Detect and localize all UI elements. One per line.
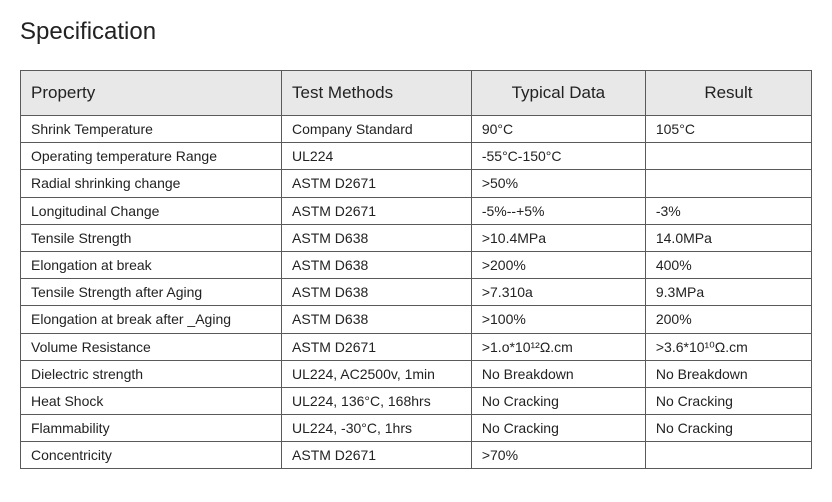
cell-typical: >70% xyxy=(471,442,645,469)
col-methods: Test Methods xyxy=(282,71,472,116)
cell-property: Tensile Strength xyxy=(21,224,282,251)
cell-typical: >1.o*10¹²Ω.cm xyxy=(471,333,645,360)
cell-property: Heat Shock xyxy=(21,387,282,414)
cell-method: ASTM D638 xyxy=(282,251,472,278)
cell-method: ASTM D2671 xyxy=(282,170,472,197)
cell-typical: No Breakdown xyxy=(471,360,645,387)
cell-result: -3% xyxy=(645,197,811,224)
table-row: Tensile Strength after AgingASTM D638>7.… xyxy=(21,279,812,306)
cell-method: ASTM D638 xyxy=(282,224,472,251)
table-row: Volume ResistanceASTM D2671>1.o*10¹²Ω.cm… xyxy=(21,333,812,360)
cell-typical: >50% xyxy=(471,170,645,197)
cell-property: Operating temperature Range xyxy=(21,143,282,170)
cell-typical: >100% xyxy=(471,306,645,333)
cell-method: UL224, 136°C, 168hrs xyxy=(282,387,472,414)
cell-result: 14.0MPa xyxy=(645,224,811,251)
cell-property: Radial shrinking change xyxy=(21,170,282,197)
table-row: ConcentricityASTM D2671>70% xyxy=(21,442,812,469)
cell-method: UL224, AC2500v, 1min xyxy=(282,360,472,387)
cell-result: No Breakdown xyxy=(645,360,811,387)
table-row: FlammabilityUL224, -30°C, 1hrsNo Crackin… xyxy=(21,415,812,442)
cell-result: No Cracking xyxy=(645,415,811,442)
col-result: Result xyxy=(645,71,811,116)
cell-method: ASTM D638 xyxy=(282,279,472,306)
cell-result: 9.3MPa xyxy=(645,279,811,306)
cell-method: ASTM D2671 xyxy=(282,333,472,360)
cell-method: UL224, -30°C, 1hrs xyxy=(282,415,472,442)
cell-typical: No Cracking xyxy=(471,387,645,414)
table-row: Shrink TemperatureCompany Standard90°C10… xyxy=(21,116,812,143)
cell-result xyxy=(645,170,811,197)
cell-method: Company Standard xyxy=(282,116,472,143)
table-header-row: Property Test Methods Typical Data Resul… xyxy=(21,71,812,116)
table-row: Longitudinal ChangeASTM D2671-5%--+5%-3% xyxy=(21,197,812,224)
col-property: Property xyxy=(21,71,282,116)
cell-typical: >10.4MPa xyxy=(471,224,645,251)
cell-method: UL224 xyxy=(282,143,472,170)
cell-result: 200% xyxy=(645,306,811,333)
cell-property: Concentricity xyxy=(21,442,282,469)
cell-typical: >7.310a xyxy=(471,279,645,306)
table-row: Tensile StrengthASTM D638>10.4MPa14.0MPa xyxy=(21,224,812,251)
cell-property: Elongation at break xyxy=(21,251,282,278)
table-row: Operating temperature RangeUL224-55°C-15… xyxy=(21,143,812,170)
table-row: Heat ShockUL224, 136°C, 168hrsNo Crackin… xyxy=(21,387,812,414)
cell-method: ASTM D638 xyxy=(282,306,472,333)
cell-property: Tensile Strength after Aging xyxy=(21,279,282,306)
table-row: Radial shrinking changeASTM D2671>50% xyxy=(21,170,812,197)
cell-typical: >200% xyxy=(471,251,645,278)
cell-typical: No Cracking xyxy=(471,415,645,442)
cell-property: Longitudinal Change xyxy=(21,197,282,224)
cell-result: >3.6*10¹⁰Ω.cm xyxy=(645,333,811,360)
cell-method: ASTM D2671 xyxy=(282,442,472,469)
cell-property: Elongation at break after _Aging xyxy=(21,306,282,333)
specification-table: Property Test Methods Typical Data Resul… xyxy=(20,70,812,469)
cell-result xyxy=(645,442,811,469)
cell-property: Volume Resistance xyxy=(21,333,282,360)
cell-result: No Cracking xyxy=(645,387,811,414)
col-typical: Typical Data xyxy=(471,71,645,116)
cell-result: 400% xyxy=(645,251,811,278)
page-title: Specification xyxy=(20,18,812,46)
table-row: Elongation at breakASTM D638>200%400% xyxy=(21,251,812,278)
table-row: Dielectric strengthUL224, AC2500v, 1minN… xyxy=(21,360,812,387)
cell-property: Shrink Temperature xyxy=(21,116,282,143)
table-row: Elongation at break after _AgingASTM D63… xyxy=(21,306,812,333)
cell-result xyxy=(645,143,811,170)
cell-typical: -5%--+5% xyxy=(471,197,645,224)
cell-method: ASTM D2671 xyxy=(282,197,472,224)
cell-typical: -55°C-150°C xyxy=(471,143,645,170)
cell-property: Flammability xyxy=(21,415,282,442)
cell-typical: 90°C xyxy=(471,116,645,143)
cell-property: Dielectric strength xyxy=(21,360,282,387)
cell-result: 105°C xyxy=(645,116,811,143)
